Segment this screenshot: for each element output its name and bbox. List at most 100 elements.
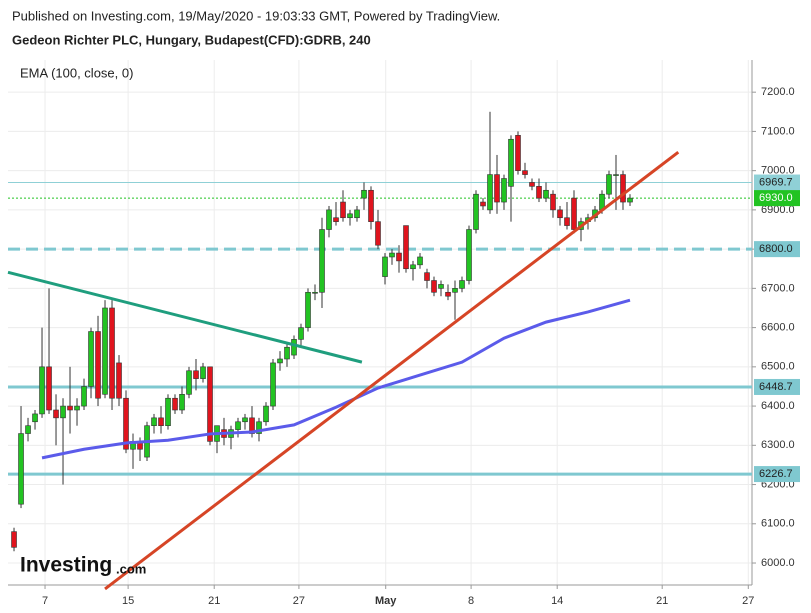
y-tick-label: 7100.0 (761, 125, 795, 137)
x-tick-label: 8 (468, 595, 474, 607)
candle-body (564, 217, 570, 226)
candle-body (88, 331, 94, 387)
candle-body (354, 209, 360, 219)
level-tag (754, 174, 800, 191)
x-tick-label: 21 (656, 595, 668, 607)
candle-body (249, 417, 255, 434)
candle-body (200, 366, 206, 379)
candle-body (179, 394, 185, 411)
candle-body (305, 291, 311, 328)
candle-body (270, 362, 276, 407)
candle-body (172, 397, 178, 411)
candle-body (235, 421, 241, 430)
x-tick-label: 14 (551, 595, 563, 607)
x-tick-label: 27 (293, 595, 305, 607)
candle-body (326, 209, 332, 230)
level-label: 6226.7 (759, 468, 793, 480)
candle-body (67, 405, 73, 411)
candle-body (389, 252, 395, 258)
candle-body (298, 327, 304, 340)
candle-body (151, 417, 157, 426)
y-tick-label: 7000.0 (761, 165, 795, 177)
candle-body (480, 201, 486, 207)
candle-body (522, 170, 528, 175)
candle-body (102, 307, 108, 395)
logo-main: Investing (20, 554, 112, 577)
candle-body (81, 386, 87, 407)
candle-body (263, 405, 269, 423)
candle-body (459, 280, 465, 289)
candle-body (158, 417, 164, 426)
level-tag (754, 190, 800, 207)
candle-body (452, 288, 458, 293)
y-tick-label: 6700.0 (761, 282, 795, 294)
x-tick-label: May (375, 595, 397, 607)
candle-body (410, 264, 416, 270)
candle-body (340, 201, 346, 219)
candle-body (256, 421, 262, 434)
candle-body (53, 409, 59, 419)
candle-body (620, 174, 626, 203)
candle-body (613, 174, 619, 176)
y-tick-label: 6500.0 (761, 361, 795, 373)
level-label: 6930.0 (759, 192, 793, 204)
y-tick-label: 6300.0 (761, 439, 795, 451)
candle-body (543, 189, 549, 199)
candle-body (165, 397, 171, 426)
candle-body (494, 174, 500, 203)
candle-body (438, 284, 444, 289)
candle-body (571, 197, 577, 230)
candle-body (25, 425, 31, 434)
candle-body (515, 135, 521, 171)
candle-body (32, 413, 38, 423)
candle-body (424, 272, 430, 281)
candle-body (116, 362, 122, 399)
candle-body (529, 182, 535, 187)
candle-body (431, 280, 437, 293)
candle-body (445, 291, 451, 297)
candle-body (109, 307, 115, 399)
candle-body (186, 370, 192, 395)
candle-body (46, 366, 52, 411)
candle-body (123, 397, 129, 450)
candle-body (536, 186, 542, 199)
candle-body (242, 417, 248, 423)
candle-body (501, 178, 507, 203)
candle-body (361, 189, 367, 199)
trend-line (7, 270, 363, 364)
candle-body (466, 229, 472, 281)
level-tag (754, 378, 800, 395)
symbol-title: Gedeon Richter PLC, Hungary, Budapest(CF… (12, 32, 371, 47)
candle-body (291, 339, 297, 356)
candle-body (18, 433, 24, 505)
candle-body (39, 366, 45, 415)
candle-body (333, 217, 339, 222)
x-tick-label: 27 (742, 595, 754, 607)
candle-body (347, 213, 353, 219)
ema-legend: EMA (100, close, 0) (20, 65, 133, 80)
y-tick-label: 6600.0 (761, 322, 795, 334)
trend-line (104, 151, 680, 591)
level-label: 6448.7 (759, 381, 793, 393)
candle-body (382, 256, 388, 277)
candle-body (60, 405, 66, 419)
candle-body (277, 358, 283, 364)
candle-body (417, 256, 423, 266)
candle-body (473, 193, 479, 230)
candle-body (193, 370, 199, 379)
level-label: 6800.0 (759, 243, 793, 255)
candle-body (508, 138, 514, 187)
candle-body (627, 197, 633, 203)
published-note: Published on Investing.com, 19/May/2020 … (12, 8, 500, 23)
candle-body (312, 291, 318, 294)
candle-body (74, 405, 80, 411)
y-tick-label: 6900.0 (761, 204, 795, 216)
y-tick-label: 7200.0 (761, 86, 795, 98)
candle-body (375, 221, 381, 246)
candle-body (557, 209, 563, 219)
candle-body (396, 252, 402, 262)
level-label: 6969.7 (759, 176, 793, 188)
y-tick-label: 6100.0 (761, 518, 795, 530)
candle-body (11, 531, 17, 548)
